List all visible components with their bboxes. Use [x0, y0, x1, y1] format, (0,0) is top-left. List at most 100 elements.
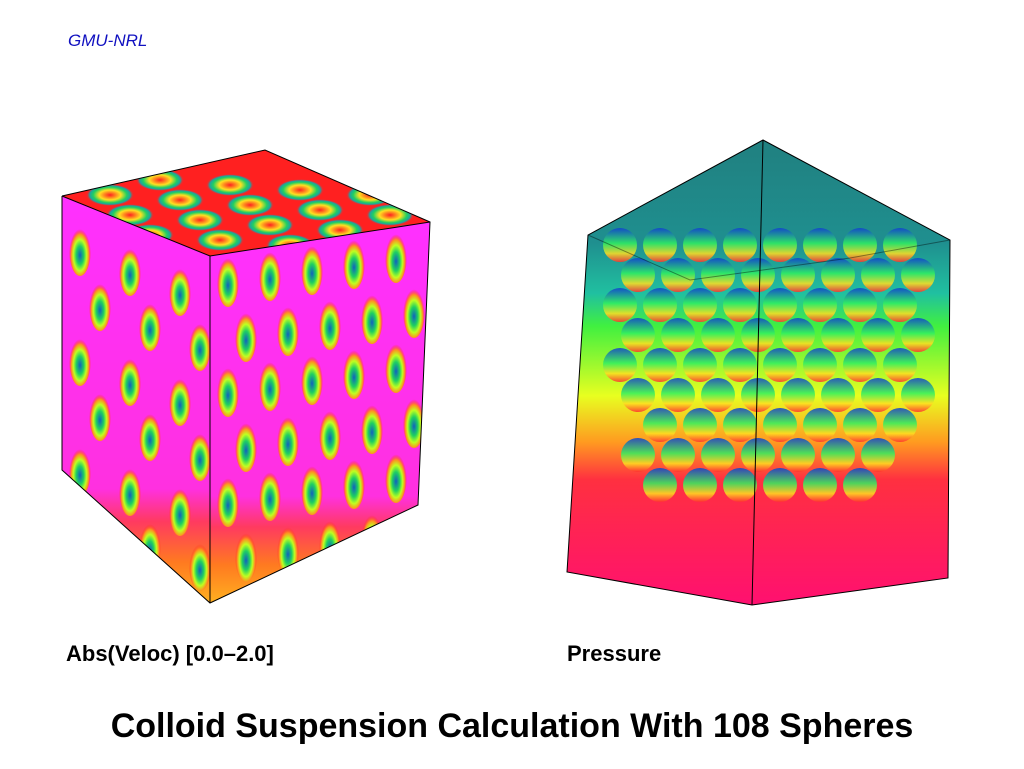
- sphere: [741, 438, 775, 472]
- sphere: [781, 378, 815, 412]
- flow-pattern: [343, 235, 365, 289]
- flow-pattern: [156, 189, 204, 211]
- sphere: [781, 438, 815, 472]
- flow-pattern: [119, 354, 141, 406]
- flow-pattern: [69, 334, 91, 386]
- flow-pattern: [189, 319, 210, 371]
- sphere: [603, 288, 637, 322]
- sphere: [741, 258, 775, 292]
- flow-pattern: [319, 406, 341, 460]
- flow-pattern: [86, 184, 134, 206]
- caption: Colloid Suspension Calculation With 108 …: [111, 707, 914, 745]
- flow-pattern: [217, 473, 239, 527]
- sphere: [901, 318, 935, 352]
- flow-pattern: [246, 214, 294, 236]
- flow-pattern: [189, 539, 210, 591]
- sphere: [701, 438, 735, 472]
- flow-pattern: [361, 400, 383, 454]
- box-edge: [751, 139, 764, 606]
- flow-pattern: [385, 339, 407, 393]
- sphere: [861, 438, 895, 472]
- flow-pattern: [403, 394, 425, 448]
- flow-pattern: [276, 179, 324, 201]
- sphere: [621, 258, 655, 292]
- sphere: [643, 468, 677, 502]
- panel-label: Pressure: [567, 641, 661, 666]
- flow-pattern: [277, 412, 299, 466]
- sphere: [661, 318, 695, 352]
- sphere: [843, 348, 877, 382]
- flow-pattern: [206, 174, 254, 196]
- sphere: [643, 348, 677, 382]
- sphere: [603, 348, 637, 382]
- sphere: [821, 318, 855, 352]
- sphere: [643, 288, 677, 322]
- flow-pattern: [301, 461, 323, 515]
- flow-pattern: [259, 247, 281, 301]
- sphere: [701, 378, 735, 412]
- flow-pattern: [89, 499, 111, 551]
- sphere: [723, 468, 757, 502]
- flow-pattern: [196, 229, 244, 251]
- sphere: [643, 228, 677, 262]
- flow-pattern: [136, 169, 184, 191]
- flow-pattern: [385, 229, 407, 283]
- sphere: [723, 348, 757, 382]
- sphere: [643, 408, 677, 442]
- sphere: [821, 258, 855, 292]
- flow-pattern: [301, 351, 323, 405]
- sphere: [803, 468, 837, 502]
- sphere: [883, 348, 917, 382]
- sphere: [723, 288, 757, 322]
- sphere: [883, 228, 917, 262]
- flow-pattern: [89, 389, 111, 441]
- sphere: [661, 378, 695, 412]
- flow-pattern: [89, 279, 111, 331]
- sphere: [803, 228, 837, 262]
- flow-pattern: [69, 444, 91, 496]
- flow-pattern: [259, 357, 281, 411]
- sphere: [723, 408, 757, 442]
- sphere: [683, 228, 717, 262]
- flow-pattern: [361, 290, 383, 344]
- sphere: [861, 258, 895, 292]
- sphere: [821, 438, 855, 472]
- flow-pattern: [217, 363, 239, 417]
- sphere: [621, 378, 655, 412]
- flow-pattern: [139, 409, 161, 461]
- flow-pattern: [169, 264, 191, 316]
- sphere: [803, 288, 837, 322]
- flow-pattern: [403, 504, 425, 558]
- sphere: [883, 408, 917, 442]
- sphere: [821, 378, 855, 412]
- panel-label: Abs(Veloc) [0.0–2.0]: [66, 641, 274, 666]
- flow-pattern: [277, 522, 299, 576]
- sphere: [723, 228, 757, 262]
- sphere: [741, 378, 775, 412]
- flow-pattern: [66, 164, 114, 186]
- sphere: [701, 258, 735, 292]
- sphere: [603, 228, 637, 262]
- flow-pattern: [385, 449, 407, 503]
- flow-pattern: [403, 284, 425, 338]
- sphere: [803, 348, 837, 382]
- flow-pattern: [259, 467, 281, 521]
- sphere: [701, 318, 735, 352]
- flow-pattern: [139, 519, 161, 571]
- sphere: [683, 288, 717, 322]
- sphere: [901, 258, 935, 292]
- flow-pattern: [319, 296, 341, 350]
- sphere: [843, 468, 877, 502]
- sphere: [861, 318, 895, 352]
- sphere: [763, 228, 797, 262]
- sphere: [843, 288, 877, 322]
- logo-text: GMU-NRL: [68, 31, 147, 50]
- flow-pattern: [301, 241, 323, 295]
- sphere: [883, 288, 917, 322]
- sphere: [843, 408, 877, 442]
- sphere: [661, 258, 695, 292]
- velocity-cube: [61, 149, 431, 604]
- flow-pattern: [139, 299, 161, 351]
- pressure-box: [566, 139, 951, 606]
